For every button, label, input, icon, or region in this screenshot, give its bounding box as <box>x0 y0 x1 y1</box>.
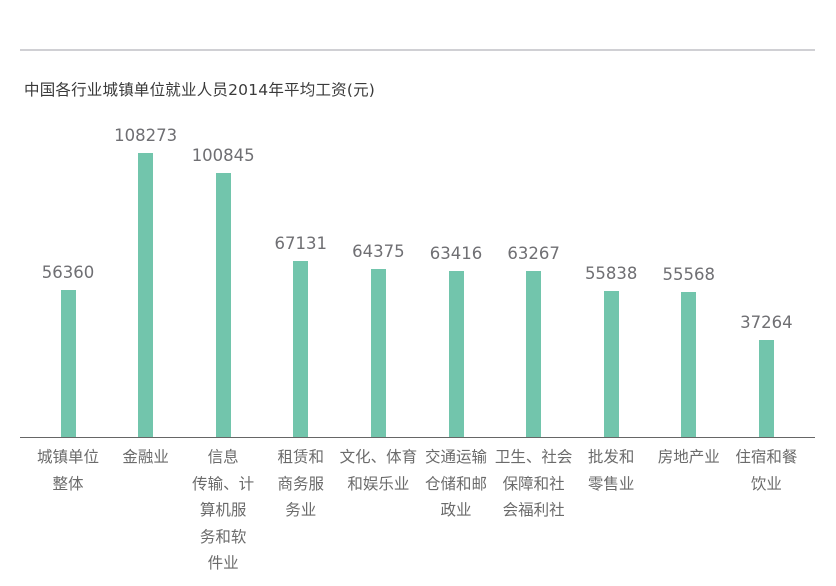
value-label: 63267 <box>507 244 560 263</box>
top-divider <box>20 49 815 51</box>
bar <box>60 290 76 438</box>
value-label: 55568 <box>662 265 716 284</box>
bar <box>370 269 386 438</box>
bar <box>603 291 619 438</box>
bar <box>448 271 464 438</box>
bar <box>293 261 309 438</box>
bar <box>526 271 542 438</box>
value-label: 56360 <box>41 263 95 282</box>
category-label: 城镇单位 整体 <box>36 448 99 493</box>
value-label: 55838 <box>584 264 638 283</box>
category-label: 批发和 零售业 <box>587 448 635 493</box>
value-label: 64375 <box>352 242 405 261</box>
bar <box>138 153 154 438</box>
category-label: 信息 传输、计 算机服 务和软 件业 <box>192 448 255 572</box>
bar <box>681 292 697 438</box>
category-label: 租赁和 商务服 务业 <box>277 448 325 519</box>
bar <box>215 173 231 438</box>
bar <box>758 340 774 438</box>
category-label: 文化、体育 和娱乐业 <box>339 448 418 493</box>
value-label: 63416 <box>429 244 483 263</box>
value-label: 37264 <box>740 313 793 332</box>
chart-title: 中国各行业城镇单位就业人员2014年平均工资(元) <box>24 81 376 99</box>
x-axis-line <box>20 437 815 438</box>
category-label: 交通运输 仓储和邮 政业 <box>424 448 487 519</box>
category-label: 房地产业 <box>657 448 720 466</box>
category-label: 金融业 <box>122 448 169 466</box>
value-label: 100845 <box>191 146 255 165</box>
value-label: 67131 <box>274 234 328 253</box>
value-label: 108273 <box>114 126 178 145</box>
category-label: 卫生、社会 保障和社 会福利社 <box>494 448 573 519</box>
category-label: 住宿和餐 饮业 <box>735 448 798 493</box>
